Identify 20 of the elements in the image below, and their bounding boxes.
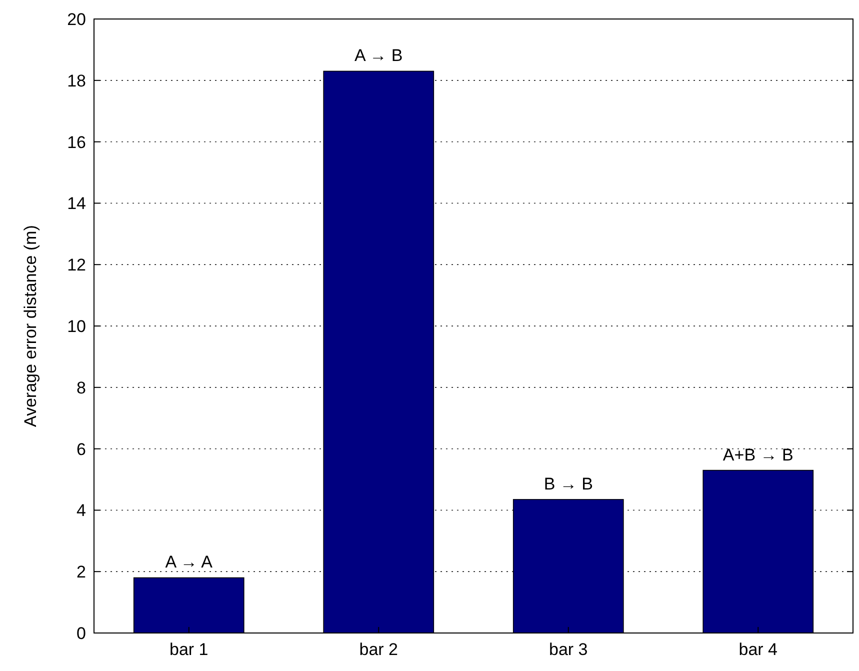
- x-tick-label: bar 4: [738, 640, 778, 659]
- x-tick-label: bar 3: [549, 640, 588, 659]
- y-tick-label: 4: [76, 501, 86, 520]
- annotation: A+B → B: [722, 445, 794, 464]
- x-tick-label: bar 1: [170, 640, 208, 659]
- y-tick-label: 8: [76, 378, 86, 398]
- y-tick-label: 20: [67, 10, 86, 29]
- y-tick-label: 16: [67, 132, 86, 152]
- annotation: B → B: [544, 474, 593, 494]
- y-tick-label: 2: [76, 562, 86, 582]
- annotation: A → A: [165, 552, 214, 572]
- y-tick-label: 10: [67, 316, 86, 336]
- x-tick-label: bar 2: [359, 640, 398, 659]
- y-tick-label: 12: [67, 256, 86, 275]
- y-tick-label: 6: [76, 440, 86, 459]
- y-axis-title: Average error distance (m): [21, 225, 40, 427]
- y-tick-label: 14: [67, 194, 86, 214]
- y-tick-label: 18: [67, 71, 86, 90]
- y-tick-label: 0: [76, 624, 86, 643]
- annotation: A → B: [354, 46, 403, 66]
